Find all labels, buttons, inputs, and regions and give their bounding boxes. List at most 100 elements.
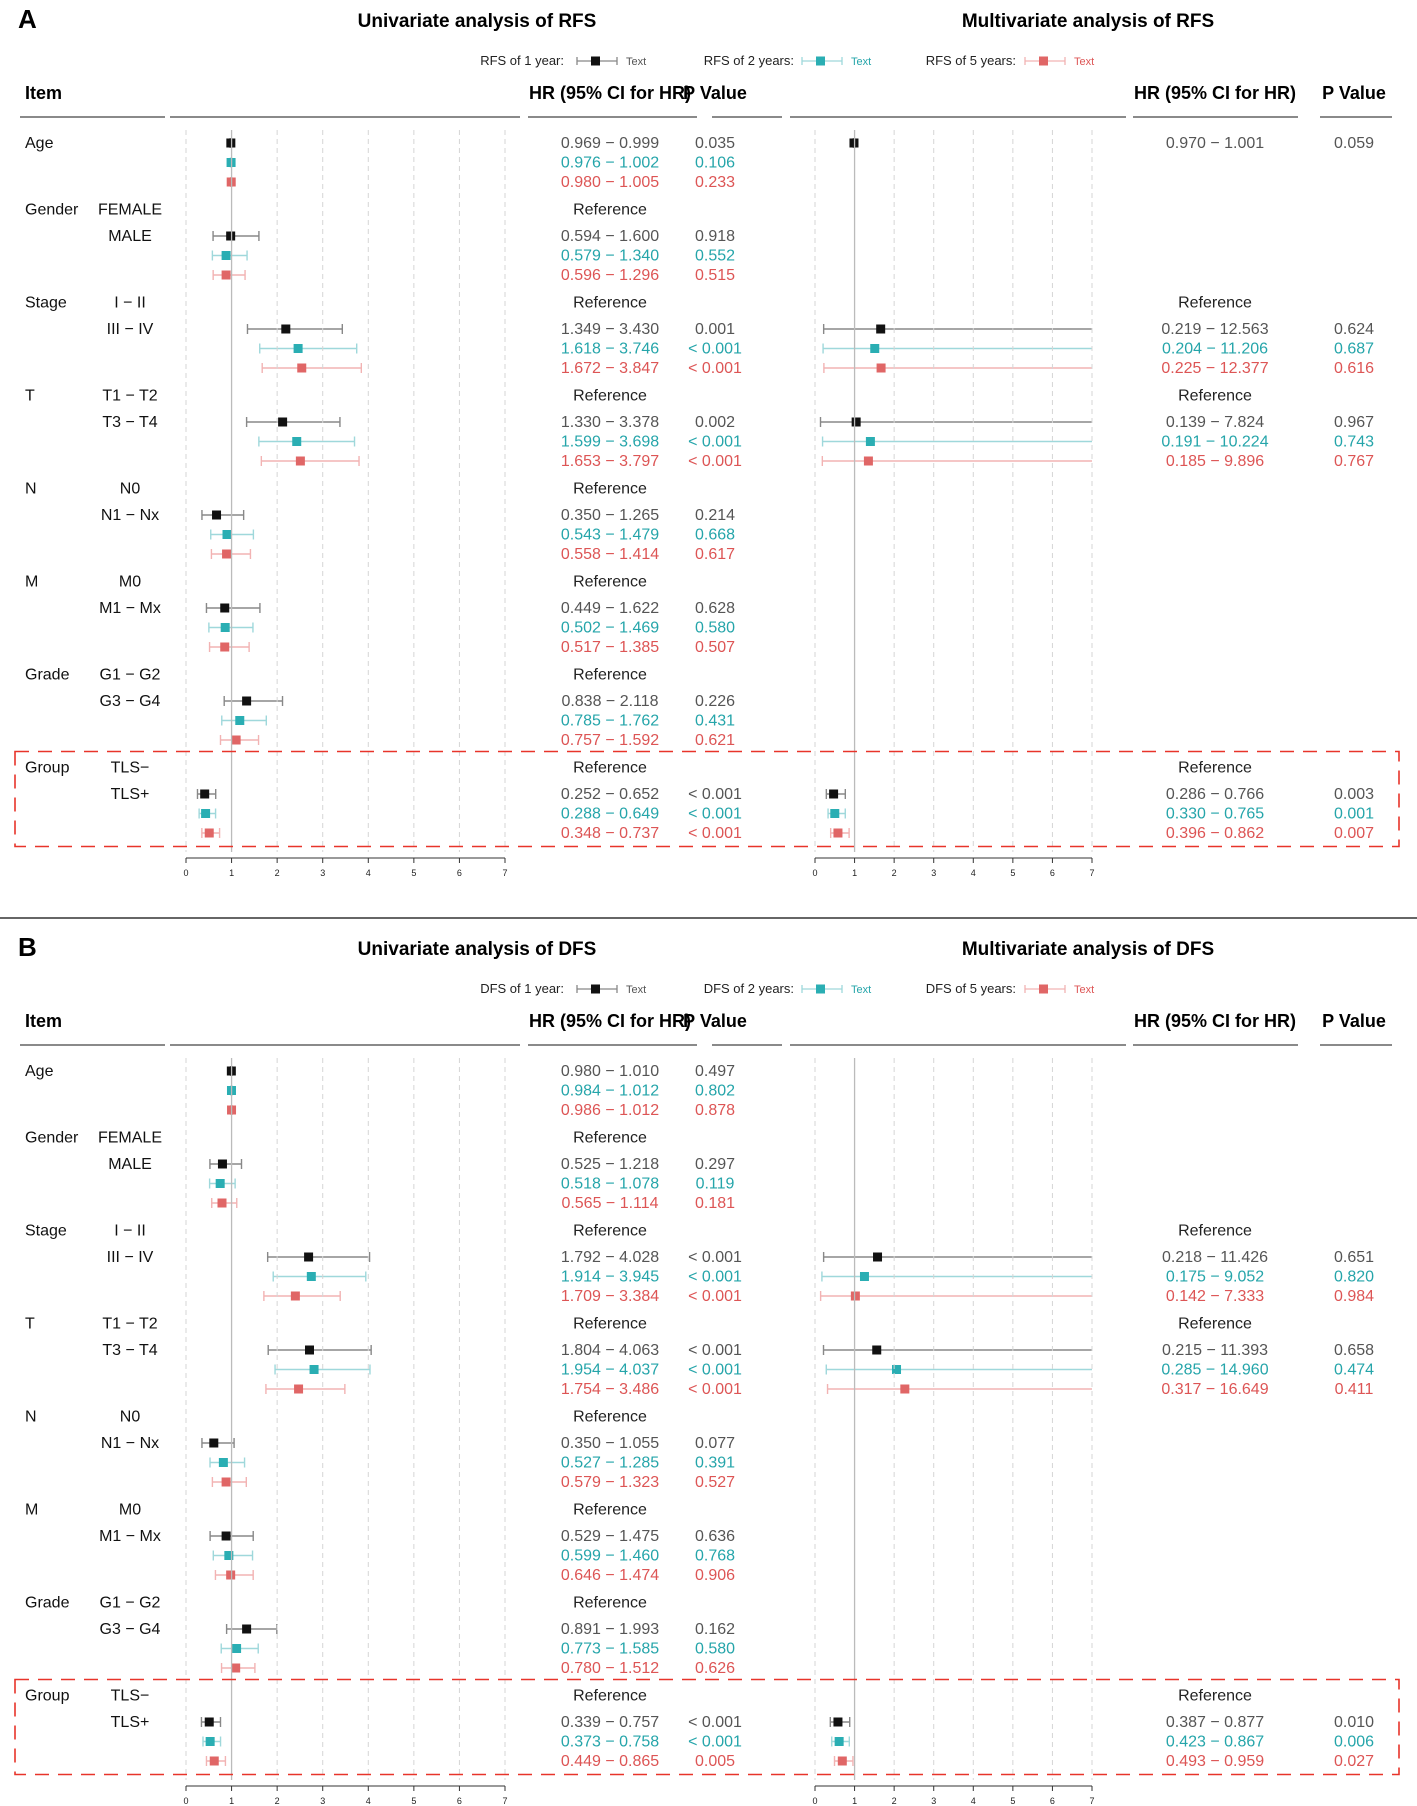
hr-marker bbox=[204, 828, 214, 838]
ci-value: 0.579 − 1.323 bbox=[561, 1474, 659, 1491]
p-value: 0.687 bbox=[1334, 341, 1374, 358]
p-value: 0.005 bbox=[695, 1753, 735, 1770]
p-value: < 0.001 bbox=[688, 825, 742, 842]
hr-marker bbox=[220, 623, 230, 632]
p-value: 0.431 bbox=[695, 713, 735, 730]
level-label: MALE bbox=[108, 1156, 152, 1173]
ci-value: 0.838 − 2.118 bbox=[561, 693, 658, 710]
ci-value: 0.185 − 9.896 bbox=[1166, 453, 1264, 470]
p-value: 0.626 bbox=[695, 1660, 735, 1677]
ci-value: 0.518 − 1.078 bbox=[561, 1176, 659, 1193]
ci-value: 0.252 − 0.652 bbox=[561, 786, 659, 803]
ci-value: 1.954 − 4.037 bbox=[561, 1362, 659, 1379]
ci-value: 0.986 − 1.012 bbox=[561, 1102, 659, 1119]
x-tick-label: 1 bbox=[852, 1796, 857, 1806]
x-tick-label: 5 bbox=[411, 868, 416, 878]
ci-value: 1.599 − 3.698 bbox=[561, 434, 659, 451]
x-tick-label: 4 bbox=[971, 1796, 976, 1806]
legend-marker bbox=[1039, 56, 1048, 66]
panel-label: B bbox=[18, 932, 37, 962]
x-tick-label: 3 bbox=[931, 868, 936, 878]
p-value: 0.226 bbox=[695, 693, 735, 710]
ci-value: 0.757 − 1.592 bbox=[561, 732, 659, 749]
hr-marker bbox=[829, 789, 839, 799]
x-tick-label: 1 bbox=[229, 1796, 234, 1806]
legend-marker bbox=[816, 984, 825, 994]
variable-label: Gender bbox=[25, 202, 79, 219]
p-value: 0.918 bbox=[695, 228, 735, 245]
reference-label: Reference bbox=[573, 1223, 647, 1240]
p-value: 0.077 bbox=[695, 1435, 735, 1452]
header-hr-multivariate: HR (95% CI for HR) bbox=[1134, 1011, 1296, 1031]
ci-value: 0.785 − 1.762 bbox=[561, 713, 659, 730]
p-value: < 0.001 bbox=[688, 1381, 742, 1398]
legend-text: Text bbox=[1074, 56, 1094, 68]
header-p-multivariate: P Value bbox=[1322, 83, 1386, 103]
x-tick-label: 2 bbox=[892, 868, 897, 878]
level-label: N0 bbox=[120, 1409, 141, 1426]
hr-marker bbox=[204, 1717, 214, 1727]
hr-marker bbox=[212, 510, 222, 520]
p-value: 0.651 bbox=[1334, 1249, 1374, 1266]
level-label: TLS− bbox=[111, 760, 150, 777]
x-tick-label: 2 bbox=[892, 1796, 897, 1806]
p-value: 0.515 bbox=[695, 267, 735, 284]
legend-marker bbox=[591, 56, 600, 66]
ci-value: 0.984 − 1.012 bbox=[561, 1083, 659, 1100]
hr-marker bbox=[900, 1384, 910, 1394]
x-tick-label: 6 bbox=[1050, 868, 1055, 878]
reference-label: Reference bbox=[1178, 1223, 1252, 1240]
panel-label: A bbox=[18, 4, 37, 34]
ci-value: 0.317 − 16.649 bbox=[1161, 1381, 1268, 1398]
p-value: < 0.001 bbox=[688, 1362, 742, 1379]
x-tick-label: 0 bbox=[183, 1796, 188, 1806]
p-value: 0.059 bbox=[1334, 135, 1374, 152]
x-tick-label: 6 bbox=[1050, 1796, 1055, 1806]
ci-value: 0.142 − 7.333 bbox=[1166, 1288, 1264, 1305]
hr-marker bbox=[226, 138, 236, 148]
variable-label: N bbox=[25, 1409, 37, 1426]
highlight-box bbox=[14, 1678, 1400, 1776]
header-hr-multivariate: HR (95% CI for HR) bbox=[1134, 83, 1296, 103]
ci-value: 1.804 − 4.063 bbox=[561, 1342, 659, 1359]
ci-value: 0.579 − 1.340 bbox=[561, 248, 659, 265]
variable-label: T bbox=[25, 388, 35, 405]
x-tick-label: 4 bbox=[366, 1796, 371, 1806]
x-tick-label: 1 bbox=[852, 868, 857, 878]
hr-marker bbox=[872, 1345, 882, 1355]
hr-marker bbox=[309, 1365, 319, 1374]
x-tick-label: 7 bbox=[502, 868, 507, 878]
p-value: 0.007 bbox=[1334, 825, 1374, 842]
x-tick-label: 4 bbox=[366, 868, 371, 878]
hr-marker bbox=[209, 1756, 219, 1766]
hr-marker bbox=[231, 735, 241, 745]
reference-label: Reference bbox=[573, 667, 647, 684]
legend-text: Text bbox=[851, 984, 871, 996]
level-label: M1 − Mx bbox=[99, 600, 161, 617]
hr-marker bbox=[892, 1365, 902, 1374]
p-value: 0.906 bbox=[695, 1567, 735, 1584]
variable-label: Grade bbox=[25, 667, 70, 684]
ci-value: 0.348 − 0.737 bbox=[561, 825, 659, 842]
hr-marker bbox=[221, 270, 231, 280]
level-label: M0 bbox=[119, 574, 141, 591]
hr-marker bbox=[221, 1477, 231, 1487]
p-value: < 0.001 bbox=[688, 1269, 742, 1286]
reference-label: Reference bbox=[1178, 760, 1252, 777]
p-value: < 0.001 bbox=[688, 341, 742, 358]
ci-value: 0.970 − 1.001 bbox=[1166, 135, 1264, 152]
p-value: 0.820 bbox=[1334, 1269, 1374, 1286]
legend-text: Text bbox=[626, 56, 646, 68]
variable-label: Stage bbox=[25, 1223, 67, 1240]
ci-value: 0.219 − 12.563 bbox=[1161, 321, 1268, 338]
hr-marker bbox=[833, 1717, 843, 1727]
p-value: < 0.001 bbox=[688, 1249, 742, 1266]
x-tick-label: 3 bbox=[320, 868, 325, 878]
header-p-multivariate: P Value bbox=[1322, 1011, 1386, 1031]
level-label: III − IV bbox=[107, 1249, 154, 1266]
p-value: 0.003 bbox=[1334, 786, 1374, 803]
ci-value: 0.175 − 9.052 bbox=[1166, 1269, 1264, 1286]
reference-label: Reference bbox=[1178, 1688, 1252, 1705]
x-tick-label: 4 bbox=[971, 868, 976, 878]
p-value: < 0.001 bbox=[688, 453, 742, 470]
